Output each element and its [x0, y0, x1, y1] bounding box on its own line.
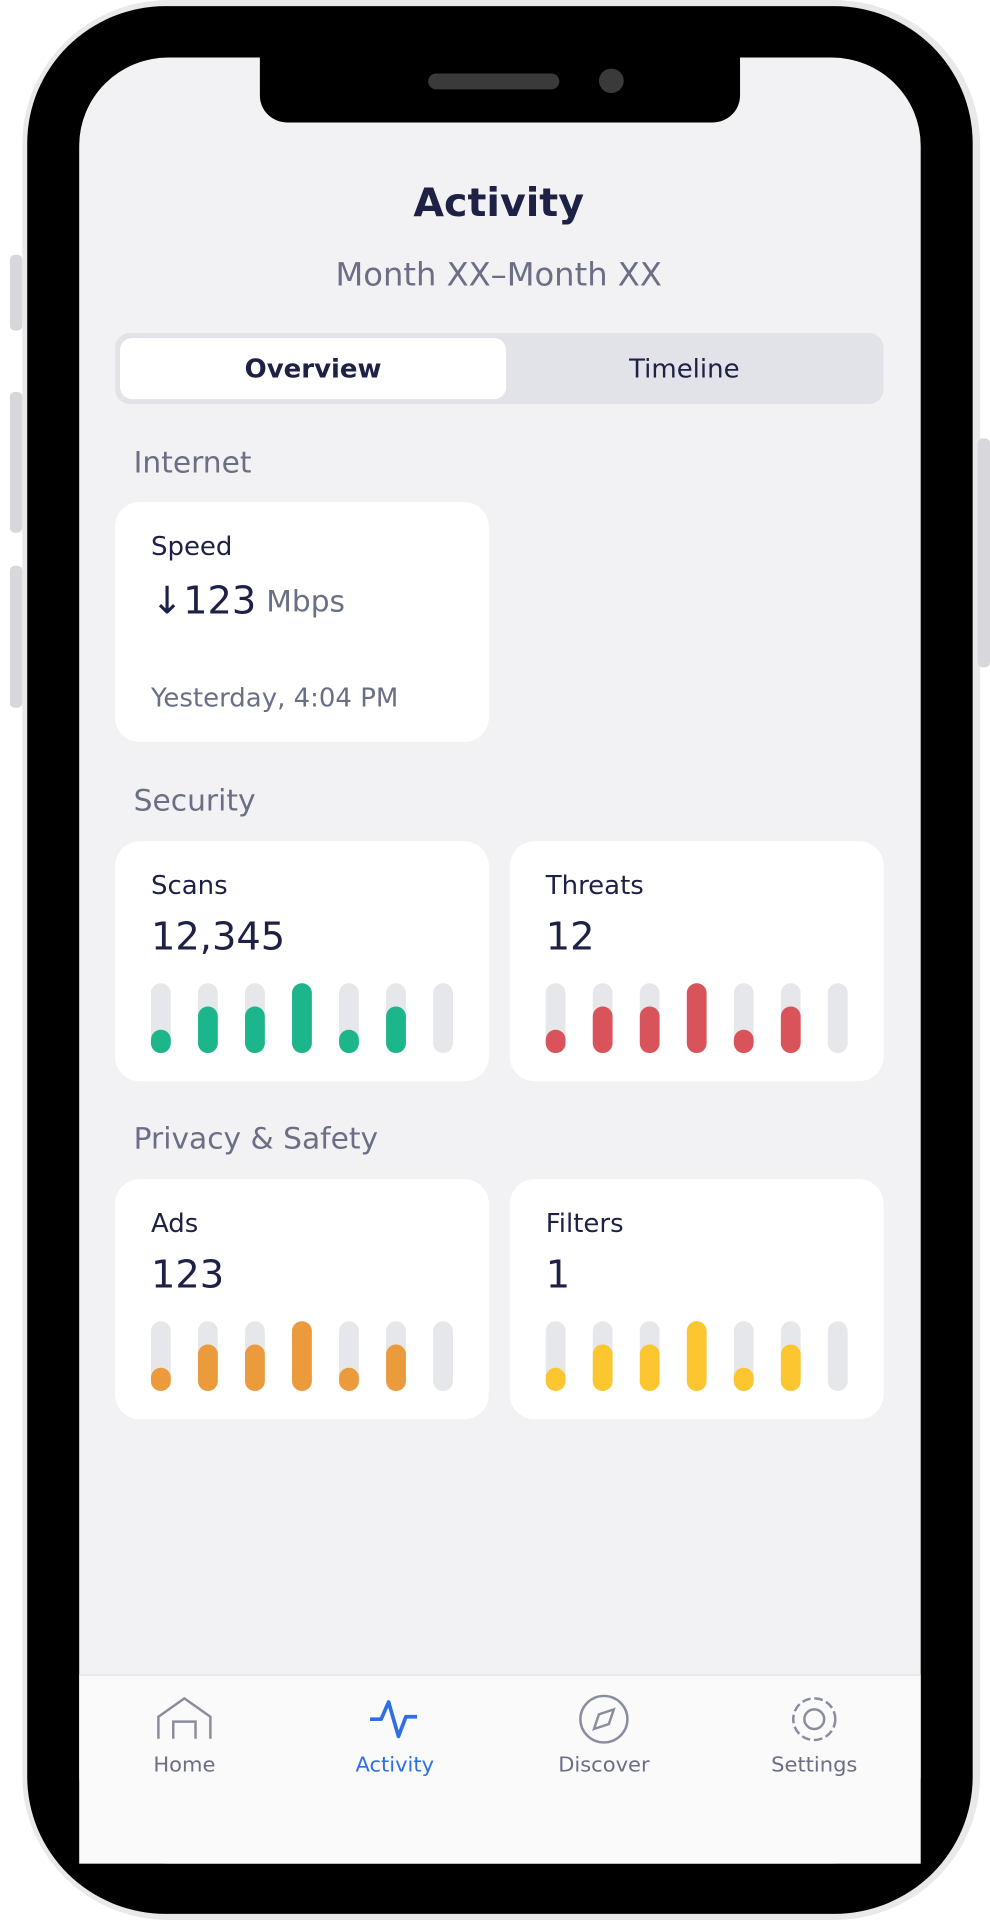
speaker [428, 73, 560, 90]
card-label: Threats [545, 871, 644, 901]
bar [780, 1006, 801, 1054]
nav-label[interactable]: Home [153, 1753, 215, 1777]
bar [292, 1321, 312, 1392]
bar [733, 1029, 754, 1054]
bar [339, 1029, 359, 1054]
bar [686, 1321, 707, 1392]
bar-track [433, 983, 453, 1054]
section-title: Privacy & Safety [134, 1122, 378, 1156]
bar [292, 983, 312, 1054]
bar [245, 1006, 265, 1054]
tab-selected[interactable] [120, 337, 507, 400]
bar [686, 983, 707, 1054]
bar [592, 1006, 613, 1054]
value: ↓123 [151, 578, 256, 622]
compass-needle [592, 1707, 616, 1731]
discover-icon[interactable] [579, 1694, 629, 1744]
card-label: Speed [151, 532, 232, 562]
settings-icon-center [803, 1708, 826, 1731]
bar [198, 1344, 218, 1392]
side-button [9, 254, 23, 331]
nav-label[interactable]: Discover [558, 1753, 650, 1777]
bar-track [827, 1321, 848, 1392]
card-value: 12,345 [151, 915, 285, 959]
section-title: Internet [134, 446, 252, 480]
bar [386, 1006, 406, 1054]
bar-track [827, 983, 848, 1054]
card-value: 123 [151, 1253, 224, 1297]
page-title: Activity [413, 180, 584, 226]
card-note: Yesterday, 4:04 PM [150, 684, 398, 714]
bar [150, 1029, 171, 1054]
bar [245, 1344, 265, 1392]
bar [386, 1344, 406, 1392]
bar [339, 1367, 359, 1392]
side-button [977, 438, 990, 668]
unit: Mbps [266, 584, 345, 618]
nav-label[interactable]: Activity [355, 1753, 434, 1777]
nav-label[interactable]: Settings [771, 1753, 857, 1777]
side-button [9, 565, 23, 708]
card[interactable] [115, 502, 489, 743]
camera [598, 68, 624, 94]
bar [639, 1006, 660, 1054]
card-label: Filters [546, 1209, 624, 1239]
bar [545, 1367, 566, 1392]
section-title: Security [134, 784, 256, 818]
bar [545, 1029, 566, 1054]
date-range: Month XX–Month XX [336, 256, 662, 294]
bar [198, 1006, 218, 1054]
bar [639, 1344, 660, 1392]
bar [150, 1367, 171, 1392]
side-button [9, 391, 23, 533]
bar [592, 1344, 613, 1392]
card-label: Ads [151, 1209, 198, 1239]
card-value: ↓123 Mbps [151, 578, 345, 622]
settings-icon[interactable] [792, 1697, 837, 1742]
card-value: 12 [546, 915, 595, 959]
nav-bar [79, 1675, 921, 1864]
notch [259, 57, 741, 123]
home-icon[interactable] [157, 1696, 212, 1739]
card-value: 1 [546, 1253, 570, 1297]
bar-track [433, 1321, 453, 1392]
activity-icon[interactable] [370, 1700, 418, 1739]
tab[interactable]: Overview [245, 354, 382, 384]
card-label: Scans [151, 871, 228, 901]
bar [780, 1344, 801, 1392]
tab[interactable]: Timeline [628, 354, 739, 384]
bar [733, 1367, 754, 1392]
